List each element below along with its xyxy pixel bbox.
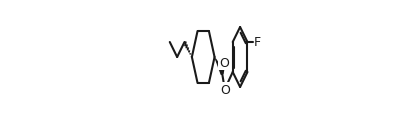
- Text: O: O: [220, 83, 230, 96]
- Text: O: O: [219, 56, 229, 69]
- Text: F: F: [254, 36, 261, 49]
